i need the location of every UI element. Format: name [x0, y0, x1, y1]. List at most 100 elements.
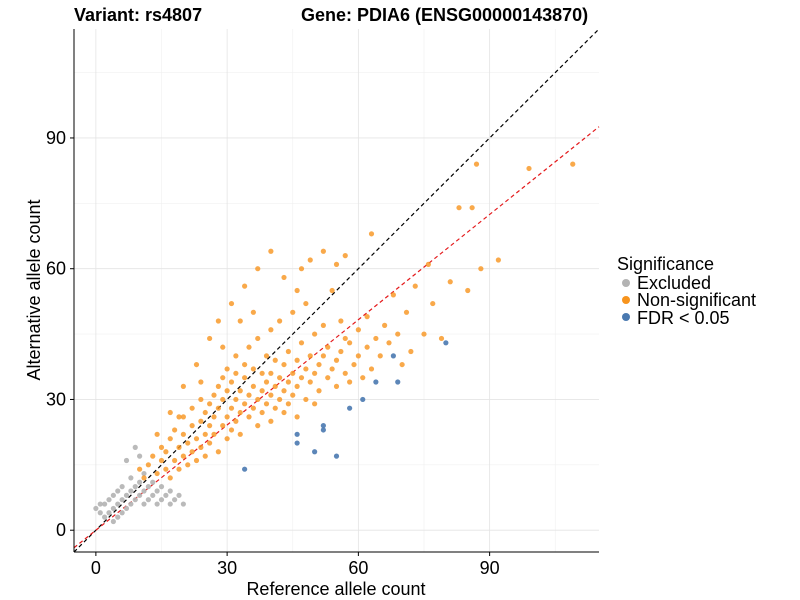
point-non-significant	[242, 361, 248, 368]
point-excluded	[141, 488, 147, 494]
point-non-significant	[303, 300, 309, 307]
point-non-significant	[298, 340, 305, 346]
point-non-significant	[263, 401, 270, 407]
point-non-significant	[207, 335, 213, 342]
point-non-significant	[347, 340, 353, 346]
legend-label-fdr: FDR < 0.05	[637, 308, 730, 328]
point-excluded	[145, 484, 151, 490]
point-excluded	[97, 501, 103, 507]
point-non-significant	[207, 423, 213, 429]
point-excluded	[115, 488, 121, 494]
point-non-significant	[255, 335, 261, 342]
point-excluded	[180, 501, 186, 507]
point-non-significant	[333, 357, 340, 363]
point-non-significant	[193, 457, 200, 464]
point-non-significant	[242, 375, 248, 381]
point-non-significant	[382, 322, 388, 328]
point-non-significant	[342, 370, 348, 376]
point-non-significant	[185, 462, 191, 468]
point-non-significant	[263, 379, 270, 385]
point-non-significant	[281, 274, 287, 281]
point-non-significant	[215, 449, 221, 455]
point-non-significant	[377, 353, 383, 359]
point-fdr-0-05	[347, 405, 353, 411]
y-tick-label: 60	[46, 259, 66, 279]
point-non-significant	[180, 431, 186, 437]
point-fdr-0-05	[320, 423, 326, 429]
point-non-significant	[303, 366, 309, 372]
point-non-significant	[329, 287, 335, 294]
point-excluded	[145, 497, 151, 503]
ticks: 0 30 60 90 0 30 60 90	[46, 128, 500, 578]
point-non-significant	[316, 388, 322, 394]
point-non-significant	[176, 444, 182, 450]
point-non-significant	[211, 414, 217, 420]
legend-key-fdr	[622, 313, 630, 321]
point-fdr-0-05	[242, 466, 248, 472]
point-excluded	[106, 497, 112, 503]
point-excluded	[167, 488, 173, 494]
point-fdr-0-05	[333, 453, 340, 459]
point-excluded	[115, 501, 121, 507]
point-non-significant	[250, 366, 256, 372]
point-non-significant	[368, 231, 375, 237]
point-non-significant	[390, 292, 396, 298]
point-non-significant	[167, 436, 173, 442]
point-non-significant	[233, 353, 239, 359]
point-excluded	[137, 453, 143, 459]
point-non-significant	[325, 344, 331, 350]
point-non-significant	[246, 392, 252, 398]
reference-line-identity	[73, 28, 600, 553]
point-non-significant	[447, 279, 453, 285]
point-non-significant	[220, 396, 226, 403]
legend-label-non-significant: Non-significant	[637, 290, 756, 310]
point-non-significant	[307, 353, 313, 359]
point-non-significant	[193, 361, 200, 368]
point-non-significant	[250, 383, 256, 389]
point-non-significant	[137, 466, 143, 472]
point-non-significant	[233, 396, 239, 403]
point-non-significant	[228, 405, 235, 411]
legend-key-non-significant	[622, 296, 630, 304]
point-non-significant	[333, 383, 340, 389]
point-non-significant	[325, 375, 331, 381]
point-non-significant	[355, 353, 361, 359]
point-excluded	[137, 479, 143, 485]
legend: Significance Excluded Non-significant FD…	[617, 254, 756, 328]
point-non-significant	[176, 466, 182, 472]
point-non-significant	[342, 253, 348, 259]
point-non-significant	[316, 361, 322, 368]
point-excluded	[132, 484, 138, 490]
point-non-significant	[364, 314, 370, 320]
point-non-significant	[255, 266, 261, 272]
point-non-significant	[312, 401, 318, 407]
point-non-significant	[207, 401, 213, 407]
point-non-significant	[277, 375, 283, 381]
point-non-significant	[277, 396, 283, 403]
point-non-significant	[167, 409, 173, 416]
reference-lines	[73, 28, 600, 553]
point-non-significant	[176, 414, 182, 420]
point-non-significant	[272, 383, 278, 389]
point-non-significant	[329, 366, 335, 372]
point-non-significant	[478, 266, 484, 272]
point-non-significant	[237, 409, 243, 416]
point-non-significant	[255, 423, 261, 429]
y-tick-label: 30	[46, 389, 66, 409]
point-non-significant	[255, 396, 261, 403]
point-non-significant	[294, 287, 300, 294]
point-non-significant	[172, 427, 178, 433]
point-non-significant	[347, 379, 353, 385]
point-fdr-0-05	[395, 379, 401, 385]
point-non-significant	[202, 431, 208, 437]
point-excluded	[154, 488, 160, 494]
point-excluded	[141, 470, 147, 477]
legend-key-excluded	[622, 279, 630, 287]
point-non-significant	[281, 409, 287, 416]
point-excluded	[132, 497, 138, 503]
point-non-significant	[294, 383, 300, 389]
point-non-significant	[272, 405, 278, 411]
point-non-significant	[246, 414, 252, 420]
x-tick-label: 60	[348, 558, 368, 578]
point-non-significant	[237, 388, 243, 394]
